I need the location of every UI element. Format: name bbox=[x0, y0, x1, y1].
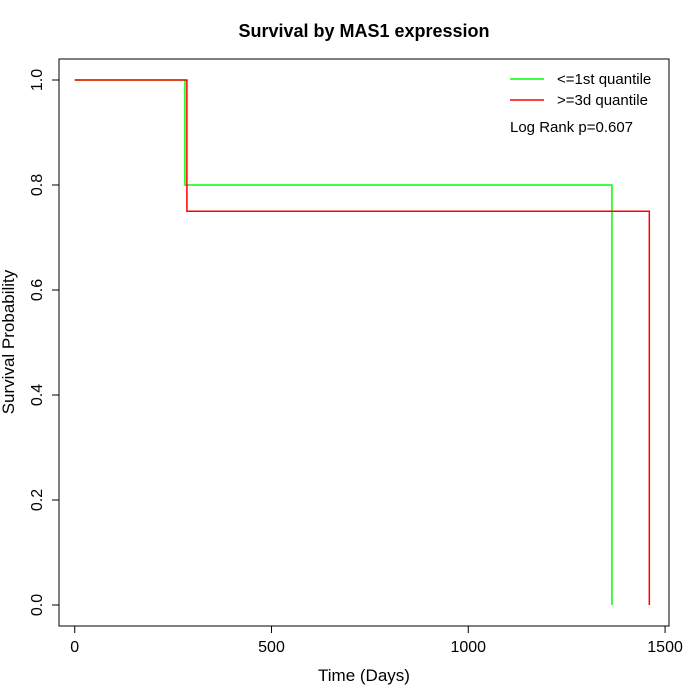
x-tick-label: 1000 bbox=[450, 639, 486, 656]
y-tick-label: 0.8 bbox=[29, 174, 46, 196]
plot-frame bbox=[58, 58, 670, 627]
x-tick-label: 1500 bbox=[647, 639, 683, 656]
y-axis-label: Survival Probability bbox=[0, 269, 18, 414]
x-axis: 0 500 1000 1500 bbox=[70, 625, 683, 656]
y-tick-label: 0.0 bbox=[29, 594, 46, 616]
legend-label: <=1st quantile bbox=[557, 71, 651, 88]
x-tick-label: 0 bbox=[70, 639, 79, 656]
y-tick-label: 0.4 bbox=[29, 384, 46, 406]
y-tick-label: 1.0 bbox=[29, 69, 46, 91]
y-tick-label: 0.2 bbox=[29, 489, 46, 511]
legend: <=1st quantile >=3d quantile bbox=[510, 71, 651, 109]
y-axis: 0.0 0.2 0.4 0.6 0.8 1.0 bbox=[29, 69, 60, 616]
x-axis-label: Time (Days) bbox=[318, 666, 410, 685]
chart-title: Survival by MAS1 expression bbox=[238, 21, 489, 41]
y-tick-label: 0.6 bbox=[29, 279, 46, 301]
survival-curve-2 bbox=[74, 79, 651, 605]
survival-curve-1 bbox=[74, 79, 613, 605]
log-rank-annotation: Log Rank p=0.607 bbox=[510, 119, 633, 136]
series-layer bbox=[74, 79, 651, 605]
x-tick-label: 500 bbox=[258, 639, 285, 656]
legend-label: >=3d quantile bbox=[557, 92, 648, 109]
